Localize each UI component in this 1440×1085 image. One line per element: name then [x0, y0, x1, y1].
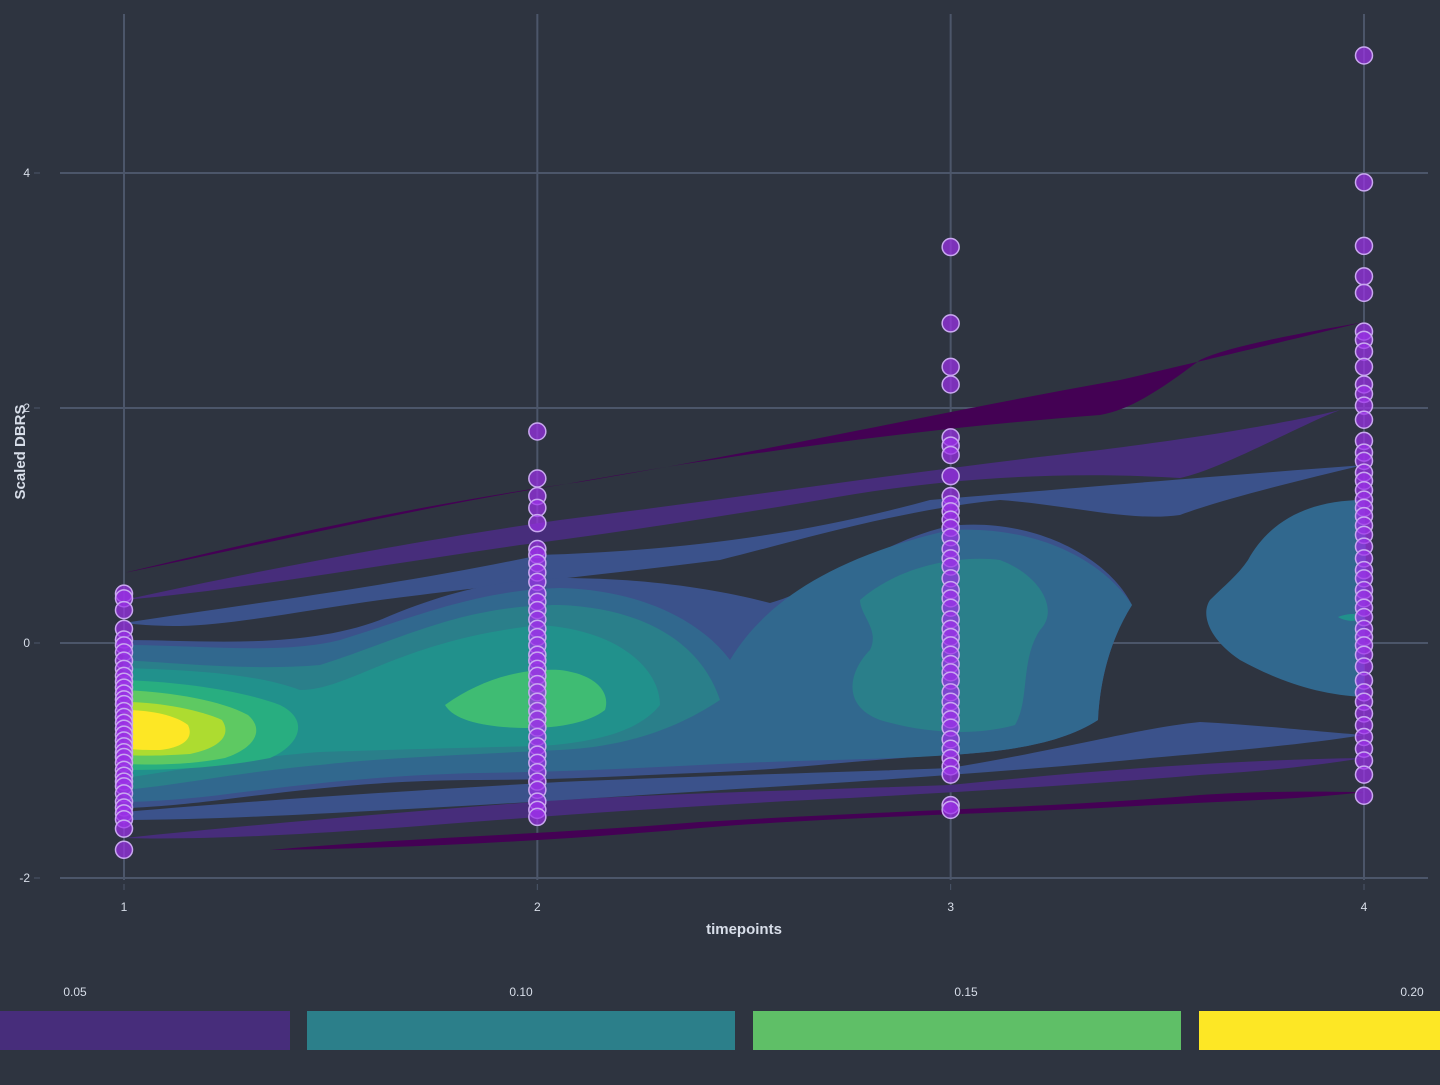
density-band-bottom-dark [270, 791, 1364, 850]
y-axis-title: Scaled DBRS [12, 404, 29, 499]
data-point [1354, 765, 1374, 784]
data-point [1354, 236, 1374, 256]
legend-swatch [0, 1011, 290, 1050]
x-axis-title: timepoints [706, 921, 782, 938]
y-tick-label: 0 [23, 636, 30, 650]
density-band-top-dark [124, 322, 1364, 573]
data-point [1354, 267, 1374, 286]
y-tick-label: 4 [23, 166, 30, 180]
legend: 0.05 0.10 0.15 0.20 [0, 985, 1440, 1050]
data-point [1354, 283, 1374, 303]
y-tick-label: 2 [23, 401, 30, 415]
data-point [114, 819, 134, 838]
density-level-5b [445, 669, 607, 728]
data-point [528, 513, 547, 533]
data-point [114, 840, 134, 860]
data-point [1354, 46, 1374, 65]
legend-label: 0.20 [1400, 985, 1424, 999]
data-point [528, 422, 547, 441]
y-tick-label: -2 [19, 871, 30, 885]
data-point [528, 498, 547, 518]
data-point [941, 445, 960, 465]
legend-swatch [753, 1011, 1181, 1050]
x-tick-label: 3 [947, 900, 954, 914]
data-point [941, 765, 960, 784]
data-points [114, 46, 1374, 860]
data-point [1354, 786, 1374, 805]
data-point [941, 466, 960, 486]
axes: -2 0 2 4 1 2 3 4 timepoints Scaled DBRS [12, 166, 1368, 938]
data-point [1354, 357, 1374, 377]
legend-label: 0.10 [509, 985, 533, 999]
data-point [941, 357, 960, 377]
legend-swatch [1199, 1011, 1440, 1050]
data-point [941, 237, 960, 257]
data-point [528, 469, 547, 488]
density-level-t4 [1206, 500, 1366, 697]
data-point [941, 375, 960, 394]
density-contours [124, 322, 1366, 850]
legend-label: 0.05 [63, 985, 87, 999]
density-level-8 [124, 710, 190, 750]
data-point [1354, 342, 1374, 361]
density-band-upper-blue [124, 465, 1364, 626]
data-point [941, 800, 960, 820]
data-point [528, 807, 547, 827]
legend-swatch [307, 1011, 735, 1050]
density-band-lower-blue [124, 722, 1364, 820]
x-tick-label: 1 [121, 900, 128, 914]
x-tick-label: 2 [534, 900, 541, 914]
density-band-upper-purple [124, 410, 1340, 600]
x-tick-label: 4 [1361, 900, 1368, 914]
density-band-lower-purple [124, 758, 1364, 839]
data-point [114, 600, 134, 620]
data-point [1354, 173, 1374, 192]
legend-label: 0.15 [954, 985, 978, 999]
data-point [941, 314, 960, 333]
data-point [1354, 410, 1374, 429]
